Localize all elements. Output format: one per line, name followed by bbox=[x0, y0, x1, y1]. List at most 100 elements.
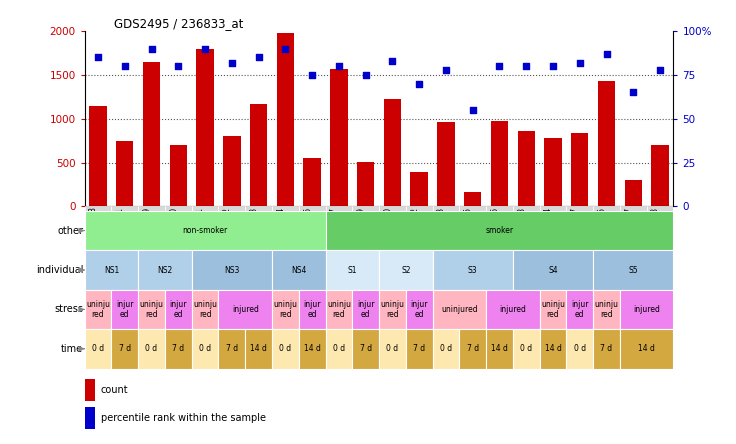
Bar bbox=[85, 206, 111, 211]
Text: non-smoker: non-smoker bbox=[183, 226, 227, 235]
Text: 7 d: 7 d bbox=[118, 344, 131, 353]
Text: GSM122538: GSM122538 bbox=[517, 206, 526, 253]
Bar bbox=[406, 329, 433, 369]
Bar bbox=[545, 138, 562, 206]
Text: injured: injured bbox=[500, 305, 526, 314]
Bar bbox=[219, 329, 245, 369]
Text: NS3: NS3 bbox=[224, 266, 239, 274]
Point bbox=[467, 107, 478, 114]
Text: NS1: NS1 bbox=[104, 266, 119, 274]
Text: GSM122541: GSM122541 bbox=[196, 206, 205, 253]
Bar bbox=[567, 329, 593, 369]
Text: GSM122534: GSM122534 bbox=[544, 206, 553, 253]
Bar bbox=[433, 329, 459, 369]
Bar bbox=[357, 162, 375, 206]
Bar bbox=[85, 211, 325, 250]
Text: injured: injured bbox=[633, 305, 660, 314]
Point bbox=[601, 50, 612, 57]
Point bbox=[226, 59, 238, 66]
Point bbox=[199, 45, 211, 52]
Bar bbox=[593, 329, 620, 369]
Text: S1: S1 bbox=[347, 266, 357, 274]
Bar bbox=[191, 206, 219, 211]
Bar bbox=[325, 250, 379, 290]
Text: uninjured: uninjured bbox=[441, 305, 478, 314]
Bar bbox=[353, 329, 379, 369]
Bar bbox=[486, 206, 513, 211]
Bar bbox=[165, 290, 191, 329]
Point bbox=[333, 63, 344, 70]
Text: 14 d: 14 d bbox=[304, 344, 321, 353]
Point bbox=[119, 63, 131, 70]
Bar bbox=[437, 122, 455, 206]
Text: 0 d: 0 d bbox=[520, 344, 532, 353]
Text: injur
ed: injur ed bbox=[411, 300, 428, 319]
Bar bbox=[513, 329, 539, 369]
Text: injur
ed: injur ed bbox=[116, 300, 133, 319]
Bar bbox=[379, 206, 406, 211]
Bar bbox=[567, 290, 593, 329]
Bar bbox=[459, 329, 486, 369]
Bar bbox=[143, 62, 160, 206]
Bar bbox=[245, 329, 272, 369]
Text: S4: S4 bbox=[548, 266, 558, 274]
Text: 7 d: 7 d bbox=[467, 344, 479, 353]
Text: injur
ed: injur ed bbox=[169, 300, 187, 319]
Bar bbox=[593, 290, 620, 329]
Text: GSM122543: GSM122543 bbox=[250, 206, 258, 253]
Bar bbox=[277, 33, 294, 206]
Text: injur
ed: injur ed bbox=[357, 300, 375, 319]
Bar bbox=[459, 206, 486, 211]
Point bbox=[654, 66, 666, 73]
Bar bbox=[651, 145, 669, 206]
Bar bbox=[89, 106, 107, 206]
Bar bbox=[245, 206, 272, 211]
Text: 0 d: 0 d bbox=[146, 344, 158, 353]
Bar bbox=[138, 206, 165, 211]
Text: GSM122537: GSM122537 bbox=[570, 206, 580, 253]
Text: GSM122533: GSM122533 bbox=[437, 206, 446, 253]
Text: 7 d: 7 d bbox=[601, 344, 612, 353]
Bar bbox=[299, 206, 325, 211]
Bar bbox=[303, 158, 321, 206]
Point bbox=[627, 89, 639, 96]
Bar bbox=[406, 290, 433, 329]
Text: 0 d: 0 d bbox=[386, 344, 398, 353]
Text: GSM122536: GSM122536 bbox=[490, 206, 500, 253]
Bar bbox=[191, 250, 272, 290]
Bar bbox=[325, 290, 353, 329]
Point bbox=[172, 63, 184, 70]
Bar bbox=[85, 290, 111, 329]
Text: stress: stress bbox=[54, 305, 83, 314]
Bar bbox=[486, 329, 513, 369]
Bar bbox=[272, 206, 299, 211]
Text: 0 d: 0 d bbox=[92, 344, 104, 353]
Bar bbox=[219, 290, 272, 329]
Point bbox=[146, 45, 158, 52]
Bar bbox=[353, 290, 379, 329]
Bar bbox=[250, 104, 267, 206]
Point bbox=[574, 59, 586, 66]
Bar bbox=[116, 141, 133, 206]
Bar bbox=[272, 290, 299, 329]
Bar bbox=[191, 290, 219, 329]
Bar bbox=[625, 180, 642, 206]
Text: 7 d: 7 d bbox=[413, 344, 425, 353]
Bar bbox=[111, 290, 138, 329]
Bar bbox=[593, 250, 673, 290]
Text: GSM122532: GSM122532 bbox=[410, 206, 420, 253]
Bar bbox=[138, 290, 165, 329]
Bar bbox=[169, 145, 187, 206]
Bar bbox=[111, 206, 138, 211]
Bar bbox=[85, 379, 96, 401]
Bar bbox=[513, 250, 593, 290]
Bar bbox=[325, 206, 353, 211]
Text: GDS2495 / 236833_at: GDS2495 / 236833_at bbox=[114, 17, 244, 30]
Bar bbox=[272, 329, 299, 369]
Bar bbox=[138, 329, 165, 369]
Text: 0 d: 0 d bbox=[573, 344, 586, 353]
Text: smoker: smoker bbox=[486, 226, 514, 235]
Bar bbox=[539, 206, 567, 211]
Text: 0 d: 0 d bbox=[440, 344, 452, 353]
Bar bbox=[299, 329, 325, 369]
